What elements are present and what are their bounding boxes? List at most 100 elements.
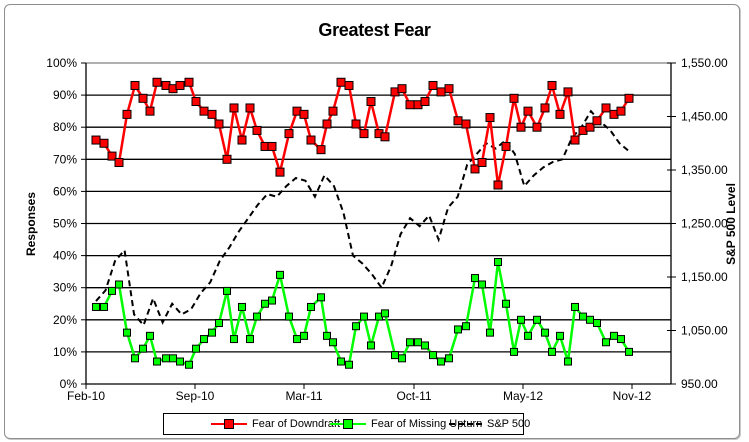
upturn-marker	[337, 357, 345, 366]
downdraft-marker	[299, 109, 309, 119]
upturn-marker	[115, 280, 123, 289]
downdraft-marker	[359, 129, 369, 139]
y-tick-label: 20%	[53, 313, 77, 327]
upturn-marker	[486, 328, 494, 337]
downdraft-marker	[322, 119, 332, 129]
x-tick-label: Sep-10	[176, 389, 215, 403]
downdraft-marker	[405, 100, 415, 110]
downdraft-marker	[229, 103, 239, 113]
downdraft-marker	[485, 113, 495, 123]
upturn-marker	[253, 312, 261, 321]
downdraft-marker	[570, 135, 580, 145]
upturn-marker	[162, 354, 170, 363]
upturn-marker	[579, 312, 587, 321]
upturn-marker	[153, 357, 161, 366]
upturn-marker	[268, 296, 276, 305]
downdraft-marker	[380, 132, 390, 142]
upturn-marker	[246, 335, 254, 344]
upturn-marker	[307, 302, 315, 311]
downdraft-marker	[477, 158, 487, 168]
upturn-marker	[360, 312, 368, 321]
upturn-marker	[548, 347, 556, 356]
upturn-marker	[352, 322, 360, 331]
upturn-marker	[510, 347, 518, 356]
downdraft-marker	[275, 167, 285, 177]
y2-tick-label: 1,550.00	[681, 56, 728, 70]
upturn-marker	[494, 258, 502, 267]
upturn-marker	[323, 331, 331, 340]
upturn-marker	[602, 338, 610, 347]
upturn-marker	[300, 331, 308, 340]
upturn-marker	[139, 344, 147, 353]
upturn-marker	[329, 338, 337, 347]
downdraft-marker	[428, 80, 438, 90]
upturn-marker	[391, 351, 399, 360]
upturn-marker	[345, 360, 353, 369]
upturn-marker	[293, 335, 301, 344]
downdraft-marker	[99, 138, 109, 148]
upturn-marker	[625, 347, 633, 356]
upturn-marker	[421, 341, 429, 350]
y2-tick-label: 950.00	[681, 377, 718, 391]
upturn-marker	[367, 341, 375, 350]
x-tick-label: Nov-12	[613, 389, 652, 403]
x-tick-label: May-12	[503, 389, 543, 403]
upturn-marker	[564, 357, 572, 366]
upturn-marker	[169, 354, 177, 363]
red-square-marker-icon	[211, 414, 247, 434]
chart-area[interactable]	[4, 4, 740, 439]
upturn-marker	[146, 331, 154, 340]
upturn-marker	[445, 354, 453, 363]
upturn-marker	[517, 315, 525, 324]
y-tick-label: 90%	[53, 88, 77, 102]
y-tick-label: 60%	[53, 184, 77, 198]
downdraft-marker	[214, 119, 224, 129]
downdraft-marker	[493, 180, 503, 190]
downdraft-marker	[316, 145, 326, 155]
upturn-marker	[533, 315, 541, 324]
downdraft-marker	[397, 84, 407, 94]
y2-tick-label: 1,150.00	[681, 270, 728, 284]
upturn-marker	[381, 309, 389, 318]
downdraft-marker	[336, 77, 346, 87]
upturn-marker	[454, 325, 462, 334]
chart-title: Greatest Fear	[318, 20, 431, 40]
upturn-marker	[524, 331, 532, 340]
legend-item-upturn: Fear of Missing Upturn	[330, 414, 482, 434]
downdraft-marker	[130, 80, 140, 90]
legend-item-sp500: S&P 500	[449, 414, 530, 434]
downdraft-marker	[453, 116, 463, 126]
downdraft-marker	[555, 109, 565, 119]
downdraft-marker	[91, 135, 101, 145]
x-tick-label: Mar-11	[285, 389, 322, 403]
upturn-marker	[276, 270, 284, 279]
legend[interactable]: Fear of Downdraft Fear of Missing Upturn…	[163, 413, 530, 435]
upturn-marker	[610, 331, 618, 340]
downdraft-marker	[547, 80, 557, 90]
downdraft-marker	[145, 106, 155, 116]
downdraft-marker	[237, 135, 247, 145]
y-tick-label: 70%	[53, 152, 77, 166]
downdraft-marker	[328, 106, 338, 116]
downdraft-marker	[351, 119, 361, 129]
upturn-marker	[429, 351, 437, 360]
downdraft-marker	[501, 141, 511, 151]
downdraft-marker	[245, 103, 255, 113]
upturn-marker	[414, 338, 422, 347]
series-sp500	[95, 109, 630, 328]
upturn-marker	[586, 315, 594, 324]
y-tick-label: 40%	[53, 249, 77, 263]
upturn-marker	[108, 286, 116, 295]
upturn-marker	[471, 274, 479, 283]
upturn-marker	[571, 302, 579, 311]
downdraft-marker	[616, 106, 626, 116]
dashed-line-icon	[449, 414, 482, 434]
downdraft-marker	[191, 97, 201, 107]
downdraft-marker	[366, 97, 376, 107]
y-tick-label: 30%	[53, 281, 77, 295]
y-tick-label: 10%	[53, 345, 77, 359]
y2-tick-label: 1,350.00	[681, 163, 728, 177]
downdraft-marker	[344, 80, 354, 90]
downdraft-marker	[199, 106, 209, 116]
